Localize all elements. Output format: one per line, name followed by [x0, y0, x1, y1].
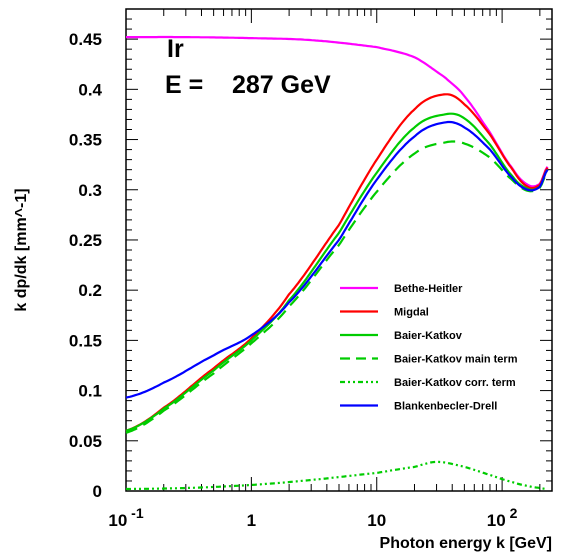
series-line-bethe-heitler [126, 35, 549, 188]
y-tick-label: 0 [93, 482, 102, 501]
legend-label: Baier-Katkov main term [394, 354, 518, 366]
legend: Bethe-Heitler Migdal Baier-Katkov Baier-Kat… [340, 283, 518, 413]
series-line-migdal [125, 93, 549, 432]
legend-label: Baier-Katkov [394, 330, 463, 342]
y-tick-label: 0.15 [69, 331, 102, 350]
x-tick-label: 10 [367, 511, 386, 530]
legend-label: Baier-Katkov corr. term [394, 377, 516, 389]
y-tick-label: 0.4 [78, 80, 102, 99]
series-line-blankenbecler-drell [125, 120, 549, 399]
annotation-target: Ir [167, 35, 184, 63]
series-line-baier-katkov-main-term [125, 140, 549, 434]
y-axis-title: k dp/dk [mm^-1] [13, 188, 30, 311]
annotation-energy-prefix: E = [165, 71, 203, 99]
x-tick-label: 10 -1 [108, 505, 143, 530]
legend-label: Migdal [394, 307, 429, 319]
legend-label: Bethe-Heitler [394, 283, 463, 295]
annotation-energy-value: 287 GeV [232, 71, 331, 99]
y-tick-label: 0.25 [69, 231, 102, 250]
y-tick-label: 0.1 [78, 382, 102, 401]
y-tick-label: 0.45 [69, 30, 102, 49]
x-tick-label: 10 2 [487, 505, 518, 530]
axis-ticks: 0 0.05 0.1 0.15 0.2 0.25 0.3 0.35 0.4 0.45 10 -1 1 1… [69, 9, 552, 530]
series-line-baier-katkov-corr-term [126, 460, 548, 491]
y-tick-label: 0.35 [69, 131, 102, 150]
y-tick-label: 0.05 [69, 432, 102, 451]
x-tick-label: 1 [247, 511, 256, 530]
series-layer [125, 35, 549, 491]
y-tick-label: 0.2 [78, 281, 102, 300]
y-tick-label: 0.3 [78, 181, 102, 200]
x-axis-title: Photon energy k [GeV] [380, 535, 552, 552]
legend-label: Blankenbecler-Drell [394, 401, 497, 413]
series-line-baier-katkov [125, 112, 549, 432]
